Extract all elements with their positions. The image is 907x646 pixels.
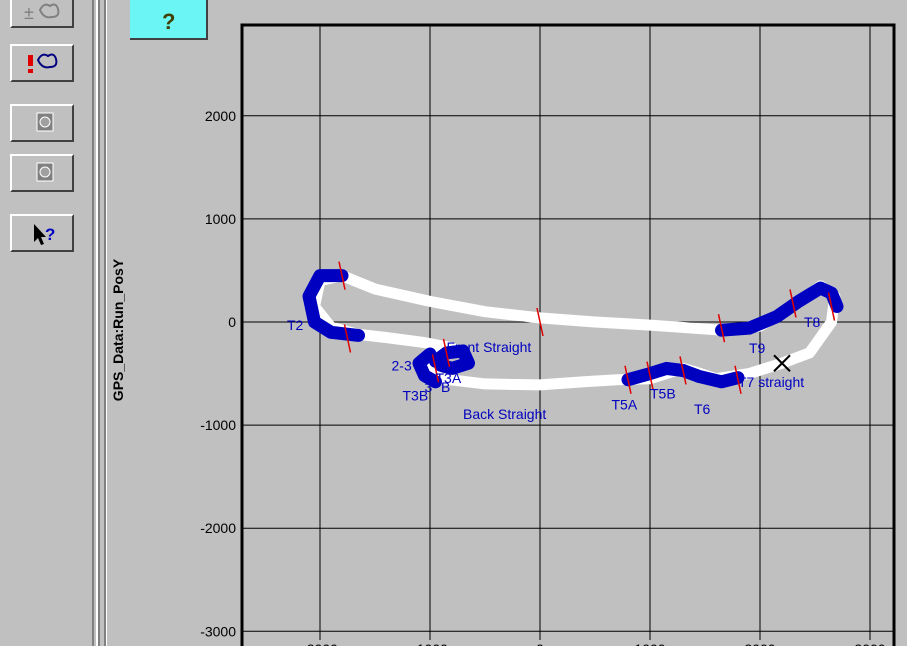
svg-text:?: ?	[45, 225, 55, 244]
x-tick-labels: -2000 -1000 0 1000 2000 3000	[302, 641, 886, 646]
sector-marker	[624, 365, 632, 394]
cursor-x-stroke	[773, 354, 791, 372]
plus-minus-track-icon: ±	[24, 3, 60, 23]
svg-text:±: ±	[24, 3, 34, 23]
sector-marker	[431, 354, 440, 383]
y-tick-label: 0	[228, 314, 236, 330]
svg-text:?: ?	[162, 9, 175, 34]
track-label: Back Straight	[463, 406, 546, 422]
track-label: T8	[804, 314, 821, 330]
alert-track-button[interactable]	[10, 44, 74, 82]
blue-track-segment	[715, 281, 844, 337]
exclamation-track-icon	[28, 53, 58, 73]
gear-icon	[36, 112, 54, 132]
sector-marker	[734, 365, 742, 394]
track-label: T7 straight	[738, 374, 804, 390]
toolbar: ± ?	[0, 0, 92, 646]
cursor-point	[773, 354, 791, 372]
annotation-layer: T2 2-3 3 B T3B T3A Front Straight Back Straight…	[287, 314, 821, 422]
x-tick-label: -2000	[302, 641, 338, 646]
track-label: T9	[749, 340, 766, 356]
blue-track-segment	[676, 364, 745, 389]
track-label: Front Straight	[447, 339, 532, 355]
y-tick-label: 1000	[205, 211, 236, 227]
question-mark-icon: ?	[162, 9, 175, 34]
gear-icon	[36, 162, 54, 182]
context-help-button[interactable]: ?	[10, 214, 74, 252]
sector-marker	[442, 338, 451, 368]
blue-track-segment	[429, 344, 475, 375]
y-tick-labels: 2000 1000 0 -1000 -2000 -3000	[200, 108, 236, 639]
help-button[interactable]: ?	[130, 0, 208, 40]
track-label: T5A	[612, 397, 638, 413]
track-label: T3A	[436, 370, 462, 386]
track-label: T2	[287, 317, 304, 333]
sector-marker	[679, 356, 687, 385]
sector-marker	[789, 289, 797, 318]
blue-segment-layer	[302, 269, 844, 389]
y-tick-label: -2000	[200, 520, 236, 536]
zoom-track-button[interactable]: ±	[10, 0, 74, 28]
sector-marker	[338, 261, 346, 290]
gear-button-2[interactable]	[10, 154, 74, 192]
x-tick-label: 3000	[854, 641, 885, 646]
x-tick-label: 0	[536, 641, 544, 646]
track-label: T3B	[403, 387, 429, 403]
sector-marker-layer	[338, 261, 836, 394]
track-label: 2-3	[392, 357, 412, 373]
y-tick-label: -3000	[200, 623, 236, 639]
sector-marker	[536, 307, 544, 337]
x-tick-label: 2000	[744, 641, 775, 646]
track-label: 3	[425, 379, 433, 395]
y-tick-label: -1000	[200, 417, 236, 433]
sector-marker	[646, 361, 654, 390]
pointer-help-icon: ?	[34, 224, 55, 245]
gear-button-1[interactable]	[10, 104, 74, 142]
x-tick-label: 1000	[634, 641, 665, 646]
sector-marker	[343, 324, 352, 353]
blue-track-segment	[302, 269, 365, 342]
sector-marker	[827, 292, 836, 321]
track-label: B	[441, 379, 450, 395]
x-tick-label: -1000	[412, 641, 448, 646]
track-label: T6	[694, 401, 711, 417]
y-axis-label: GPS_Data:Run_PosY	[110, 258, 126, 401]
blue-track-segment	[412, 347, 442, 389]
y-tick-label: 2000	[205, 108, 236, 124]
sector-marker	[717, 314, 726, 343]
track-label: T5B	[650, 385, 676, 401]
blue-track-segment	[621, 361, 690, 387]
